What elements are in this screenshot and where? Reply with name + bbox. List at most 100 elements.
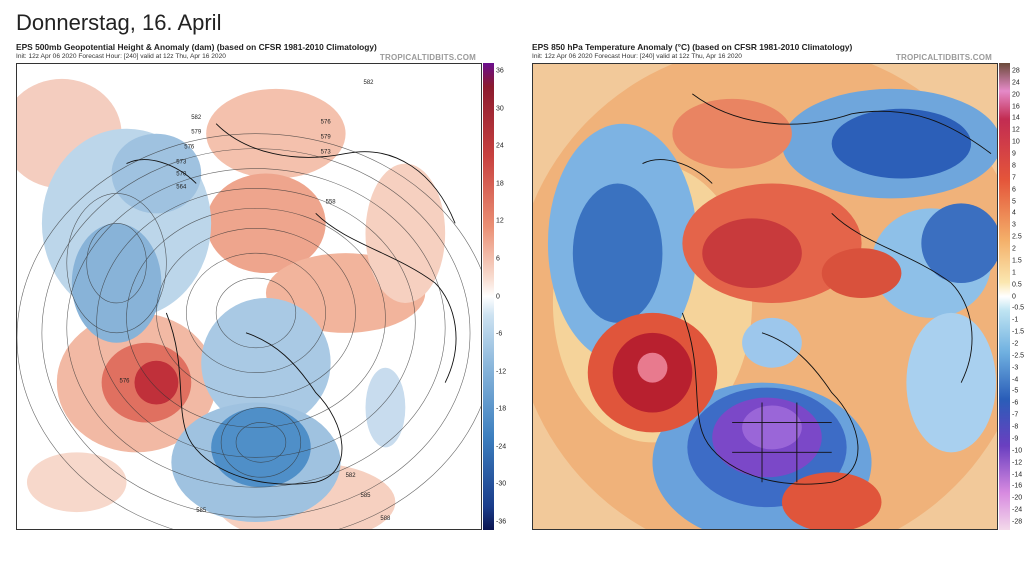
colorbar-tick-label: 36: [496, 67, 504, 75]
svg-text:564: 564: [176, 184, 187, 190]
svg-text:558: 558: [326, 199, 337, 205]
svg-text:588: 588: [380, 516, 391, 522]
colorbar-tick-label: 24: [1012, 79, 1020, 87]
temperature-anomaly-colorbar-ticks: 28 24 20 16 14 12 10 9 8 7 6 5 4 3 2.5 2 1.5 1 0.5 0 -0.5 -1 -…: [1012, 63, 1024, 530]
colorbar-tick-label: 6: [1012, 186, 1016, 194]
height-anomaly-colorbar: [483, 63, 494, 530]
colorbar-tick-label: -3: [1012, 364, 1019, 372]
svg-text:579: 579: [321, 135, 332, 141]
colorbar-tick-label: 6: [496, 255, 500, 263]
watermark: TROPICALTIDBITS.COM: [895, 53, 992, 62]
colorbar-tick-label: 12: [496, 217, 504, 225]
colorbar-tick-label: 3: [1012, 221, 1016, 229]
anomaly-blob: [206, 173, 326, 274]
colorbar-tick-label: -20: [1012, 494, 1023, 502]
svg-text:585: 585: [361, 493, 372, 499]
colorbar-tick-label: -4: [1012, 376, 1019, 384]
svg-text:576: 576: [120, 379, 131, 385]
colorbar-tick-label: 2.5: [1012, 233, 1022, 241]
anomaly-blob: [921, 203, 997, 284]
colorbar-tick-label: 28: [1012, 67, 1020, 75]
height-anomaly-colorbar-ticks: 36 30 24 18 12 6 0 -6 -12 -18 -24 -30 -36: [496, 63, 522, 530]
height-anomaly-panel: EPS 500mb Geopotential Height & Anomaly …: [16, 42, 506, 530]
svg-text:573: 573: [176, 160, 187, 166]
colorbar-tick-label: 20: [1012, 91, 1020, 99]
colorbar-tick-label: -0.5: [1012, 304, 1024, 312]
anomaly-blob: [111, 133, 202, 214]
temperature-anomaly-map: [532, 63, 998, 530]
contour-labels: 582 579 576 573 570 564 576 579 573 558 …: [120, 80, 392, 522]
anomaly-blob: [906, 312, 997, 453]
temperature-anomaly-panel: EPS 850 hPa Temperature Anomaly (°C) (ba…: [532, 42, 1024, 530]
colorbar-tick-label: -5: [1012, 387, 1019, 395]
colorbar-tick-label: 0: [1012, 293, 1016, 300]
colorbar-tick-label: -2.5: [1012, 352, 1024, 360]
colorbar-tick-label: -24: [496, 443, 507, 451]
colorbar-tick-label: -6: [1012, 399, 1019, 407]
anomaly-blob: [742, 405, 802, 450]
coastlines: [642, 93, 992, 485]
colorbar-tick-label: -24: [1012, 506, 1023, 514]
anomaly-blob: [71, 223, 162, 343]
colorbar-tick-label: 2: [1012, 245, 1016, 253]
colorbar-tick-label: -28: [1012, 518, 1023, 526]
colorbar-tick-label: 0.5: [1012, 281, 1022, 289]
svg-text:573: 573: [321, 150, 332, 156]
colorbar-tick-label: -16: [1012, 482, 1023, 490]
anomaly-blob: [572, 183, 663, 323]
watermark: TROPICALTIDBITS.COM: [379, 53, 476, 62]
colorbar-tick-label: -18: [496, 405, 507, 413]
height-anomaly-title: EPS 500mb Geopotential Height & Anomaly …: [16, 42, 377, 52]
colorbar-tick-label: 4: [1012, 209, 1016, 217]
colorbar-tick-label: -6: [496, 330, 503, 338]
page-title: Donnerstag, 16. April: [16, 10, 222, 35]
svg-text:582: 582: [191, 115, 202, 121]
colorbar-tick-label: -8: [1012, 423, 1019, 431]
anomaly-blob: [211, 407, 311, 488]
colorbar-tick-label: 1.5: [1012, 257, 1022, 265]
svg-text:582: 582: [364, 80, 375, 86]
colorbar-tick-label: 24: [496, 142, 504, 150]
svg-text:576: 576: [321, 120, 332, 126]
colorbar-tick-label: -30: [496, 480, 507, 488]
colorbar-tick-label: 18: [496, 180, 504, 188]
anomaly-blob: [201, 297, 331, 428]
height-contours: [17, 133, 481, 529]
anomaly-blob: [821, 248, 902, 298]
colorbar-tick-label: -12: [496, 368, 507, 376]
anomaly-blob: [365, 163, 446, 303]
colorbar-tick-label: -1: [1012, 316, 1019, 324]
svg-text:579: 579: [191, 130, 202, 136]
svg-text:570: 570: [176, 172, 187, 178]
anomaly-blob: [26, 452, 127, 513]
colorbar-tick-label: 16: [1012, 103, 1020, 111]
colorbar-tick-label: -1.5: [1012, 328, 1024, 336]
colorbar-tick-label: -12: [1012, 459, 1023, 467]
colorbar-tick-label: -7: [1012, 411, 1019, 419]
colorbar-tick-label: 10: [1012, 138, 1020, 146]
anomaly-blob: [742, 317, 802, 368]
anomaly-blob: [702, 218, 802, 289]
colorbar-tick-label: 1: [1012, 269, 1016, 277]
colorbar-tick-label: -2: [1012, 340, 1019, 348]
colorbar-tick-label: -14: [1012, 471, 1023, 479]
svg-text:582: 582: [346, 473, 357, 479]
anomaly-blob: [134, 360, 179, 405]
coastlines: [126, 123, 457, 485]
colorbar-tick-label: 8: [1012, 162, 1016, 170]
anomaly-blob: [206, 88, 346, 179]
colorbar-tick-label: 14: [1012, 114, 1020, 122]
colorbar-tick-label: -9: [1012, 435, 1019, 443]
height-anomaly-map: 582 579 576 573 570 564 576 579 573 558 …: [16, 63, 482, 530]
anomaly-blob: [672, 98, 792, 169]
colorbar-tick-label: 9: [1012, 150, 1016, 158]
height-anomaly-subtitle: Init: 12z Apr 06 2020 Forecast Hour: [24…: [16, 53, 226, 60]
colorbar-tick-label: 12: [1012, 126, 1020, 134]
anomaly-blob: [831, 108, 972, 179]
temperature-anomaly-title: EPS 850 hPa Temperature Anomaly (°C) (ba…: [532, 42, 853, 52]
temperature-anomaly-colorbar: [999, 63, 1010, 530]
colorbar-tick-label: 0: [496, 293, 500, 300]
anomaly-blob: [637, 352, 668, 383]
colorbar-tick-label: 7: [1012, 174, 1016, 182]
svg-text:576: 576: [184, 145, 195, 151]
